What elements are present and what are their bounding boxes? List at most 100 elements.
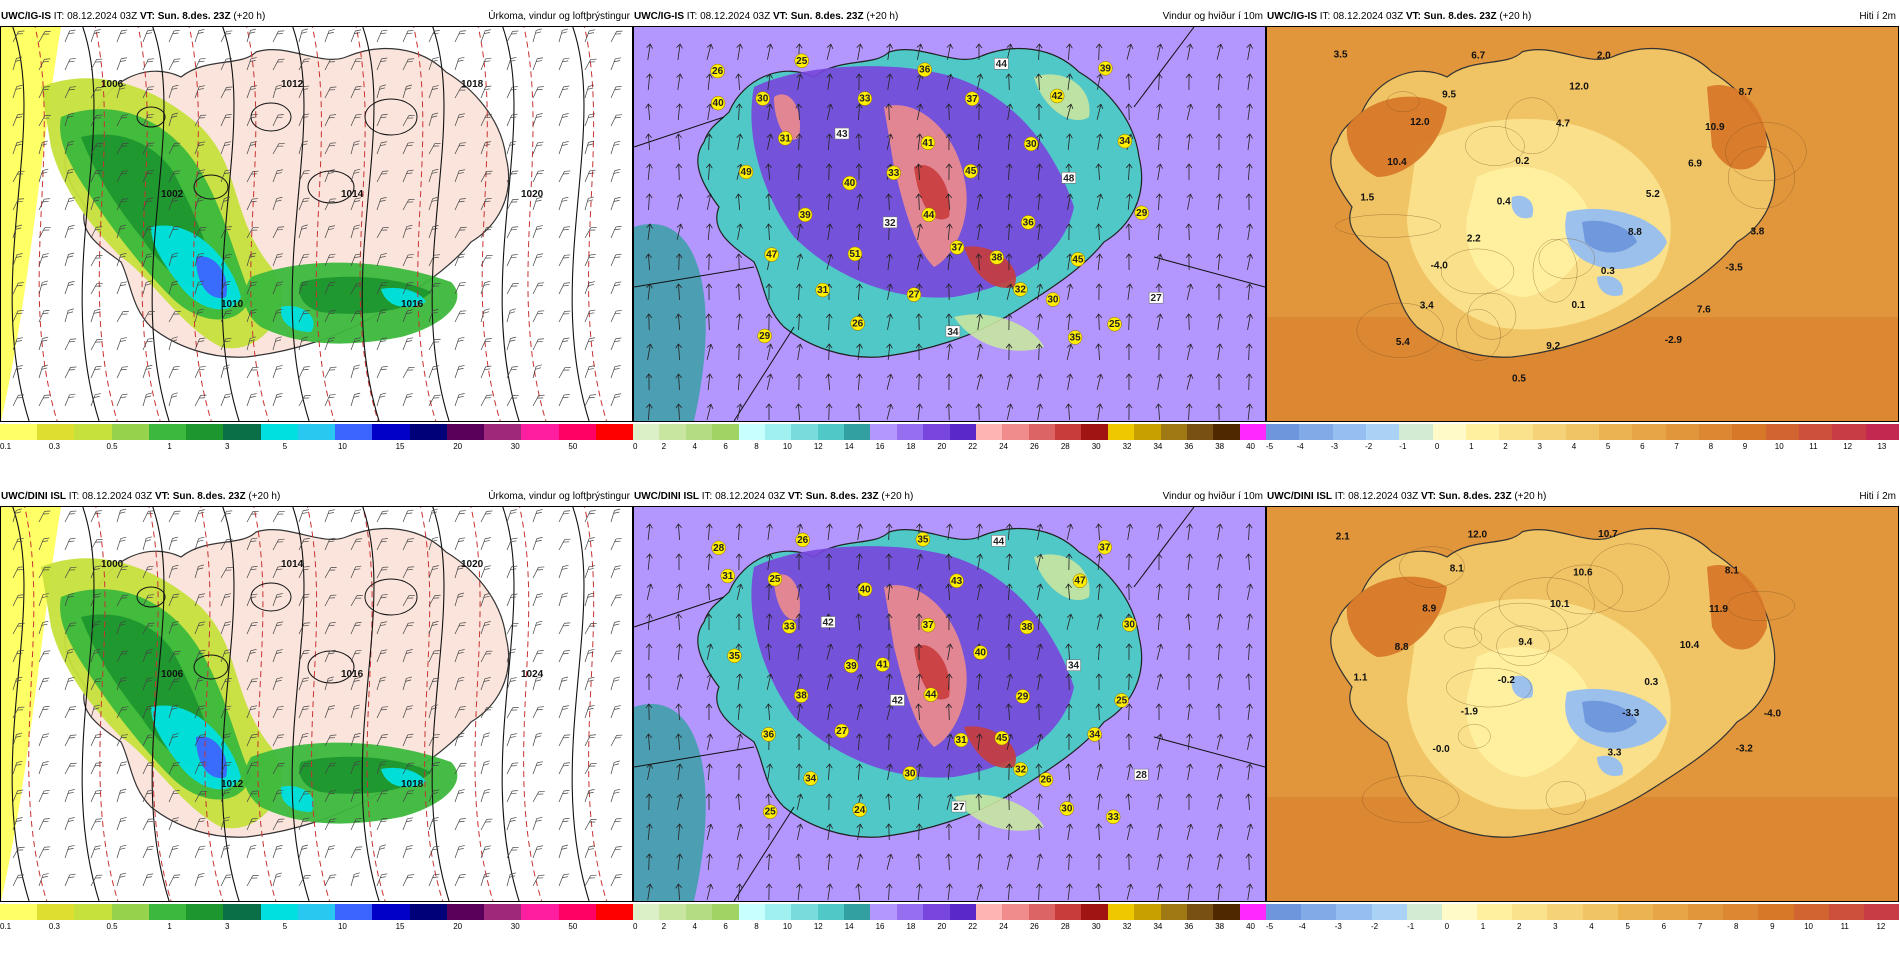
colorbar-swatch <box>1758 904 1793 920</box>
colorbar-swatch <box>1864 904 1899 920</box>
svg-text:45: 45 <box>996 733 1008 744</box>
field-title: Hiti í 2m <box>1859 8 1896 26</box>
colorbar-tick-label: 0.3 <box>49 442 60 451</box>
panel-title-bar: UWC/IG-IS IT: 08.12.2024 03Z VT: Sun. 8.… <box>633 8 1266 26</box>
colorbar-swatch <box>897 424 923 440</box>
svg-text:24: 24 <box>854 805 866 816</box>
colorbar-tick-label: 15 <box>396 922 405 931</box>
colorbar-tick-label: 28 <box>1061 442 1070 451</box>
colorbar-tick-label: 2 <box>662 442 666 451</box>
colorbar-swatch <box>37 424 74 440</box>
colorbar-tick-label: 14 <box>845 442 854 451</box>
gust-label: 25 <box>1115 693 1129 707</box>
colorbar-swatch <box>844 424 870 440</box>
svg-text:39: 39 <box>800 210 812 221</box>
colorbar-swatch <box>559 424 596 440</box>
colorbar-tick-label: 20 <box>453 922 462 931</box>
colorbar-tick-label: 18 <box>906 442 915 451</box>
svg-text:27: 27 <box>908 290 920 301</box>
colorbar-tick-label: 5 <box>283 922 287 931</box>
svg-text:27: 27 <box>953 802 965 813</box>
colorbar-tick-label: 38 <box>1215 922 1224 931</box>
colorbar-tick-label: 32 <box>1123 442 1132 451</box>
colorbar-tick-label: 8 <box>754 442 758 451</box>
svg-text:40: 40 <box>975 648 987 659</box>
temperature-label: 9.5 <box>1442 90 1456 101</box>
panel-temp-top: UWC/IG-IS IT: 08.12.2024 03Z VT: Sun. 8.… <box>1266 8 1899 474</box>
svg-text:26: 26 <box>852 318 864 329</box>
temperature-label: 12.0 <box>1468 529 1488 540</box>
colorbar-tick-label: 13 <box>1877 442 1886 451</box>
colorbar-swatch <box>1566 424 1599 440</box>
colorbar-tick-label: 34 <box>1153 922 1162 931</box>
colorbar-swatch <box>335 424 372 440</box>
colorbar-swatch <box>950 424 976 440</box>
gust-label: 40 <box>858 582 872 596</box>
temperature-label: -4.0 <box>1764 709 1782 720</box>
svg-text:40: 40 <box>859 584 871 595</box>
colorbar-swatch <box>1055 904 1081 920</box>
colorbar-swatch <box>1108 424 1134 440</box>
svg-text:39: 39 <box>1100 63 1112 74</box>
gust-label: 38 <box>990 250 1004 264</box>
svg-text:28: 28 <box>713 543 725 554</box>
colorbar-swatch <box>1002 904 1028 920</box>
colorbar-swatch <box>844 904 870 920</box>
colorbar-swatch <box>521 424 558 440</box>
gust-label: 34 <box>946 326 960 338</box>
panel-title-bar: UWC/DINI ISL IT: 08.12.2024 03Z VT: Sun.… <box>1266 488 1899 506</box>
vt-label: VT: <box>155 491 170 502</box>
gust-label: 27 <box>835 724 849 738</box>
colorbar-tick-label: 10 <box>1775 442 1784 451</box>
panel-temp-bottom: UWC/DINI ISL IT: 08.12.2024 03Z VT: Sun.… <box>1266 488 1899 954</box>
svg-text:29: 29 <box>759 331 771 342</box>
colorbar-swatch <box>739 904 765 920</box>
svg-text:27: 27 <box>1151 293 1163 304</box>
svg-text:31: 31 <box>780 133 792 144</box>
isobar-label: 1000 <box>101 559 124 570</box>
colorbar-swatch <box>633 424 659 440</box>
it-label: IT: <box>702 491 713 502</box>
colorbar-tick-label: 40 <box>1246 442 1255 451</box>
colorbar-tick-label: 26 <box>1030 442 1039 451</box>
svg-text:25: 25 <box>765 807 777 818</box>
svg-text:41: 41 <box>877 660 889 671</box>
colorbar-swatch <box>1442 904 1477 920</box>
gust-label: 44 <box>922 208 936 222</box>
init-time: 08.12.2024 03Z <box>715 491 785 502</box>
svg-text:25: 25 <box>769 574 781 585</box>
colorbar-tick-label: 0.5 <box>106 922 117 931</box>
colorbar-tick-label: 0.3 <box>49 922 60 931</box>
isobar-label: 1020 <box>521 189 544 200</box>
svg-text:36: 36 <box>919 65 931 76</box>
colorbar-swatch <box>1732 424 1765 440</box>
colorbar-tick-label: 4 <box>1589 922 1593 931</box>
temperature-label: 5.2 <box>1646 189 1660 200</box>
gust-label: 25 <box>795 54 809 68</box>
svg-text:26: 26 <box>712 66 724 77</box>
temperature-label: 5.4 <box>1396 337 1410 348</box>
gust-label: 28 <box>712 541 726 555</box>
colorbar-swatch <box>484 424 521 440</box>
temperature-label: 12.0 <box>1569 81 1589 92</box>
model-name: UWC/DINI ISL <box>634 491 699 502</box>
gust-label: 29 <box>1135 206 1149 220</box>
init-time: 08.12.2024 03Z <box>700 11 770 22</box>
svg-text:30: 30 <box>1025 139 1037 150</box>
colorbar-tick-label: 50 <box>568 442 577 451</box>
gust-label: 35 <box>1068 330 1082 344</box>
gust-label: 31 <box>721 569 735 583</box>
colorbar-swatch <box>765 904 791 920</box>
isobar-label: 1014 <box>281 559 304 570</box>
colorbar-swatch <box>1618 904 1653 920</box>
svg-text:32: 32 <box>1015 284 1027 295</box>
colorbar-tick-label: -4 <box>1299 922 1306 931</box>
temperature-label: 8.1 <box>1725 566 1739 577</box>
svg-text:45: 45 <box>1072 254 1084 265</box>
svg-text:48: 48 <box>1063 173 1075 184</box>
colorbar-swatch <box>1477 904 1512 920</box>
gust-label: 36 <box>918 63 932 77</box>
colorbar-swatch <box>1794 904 1829 920</box>
